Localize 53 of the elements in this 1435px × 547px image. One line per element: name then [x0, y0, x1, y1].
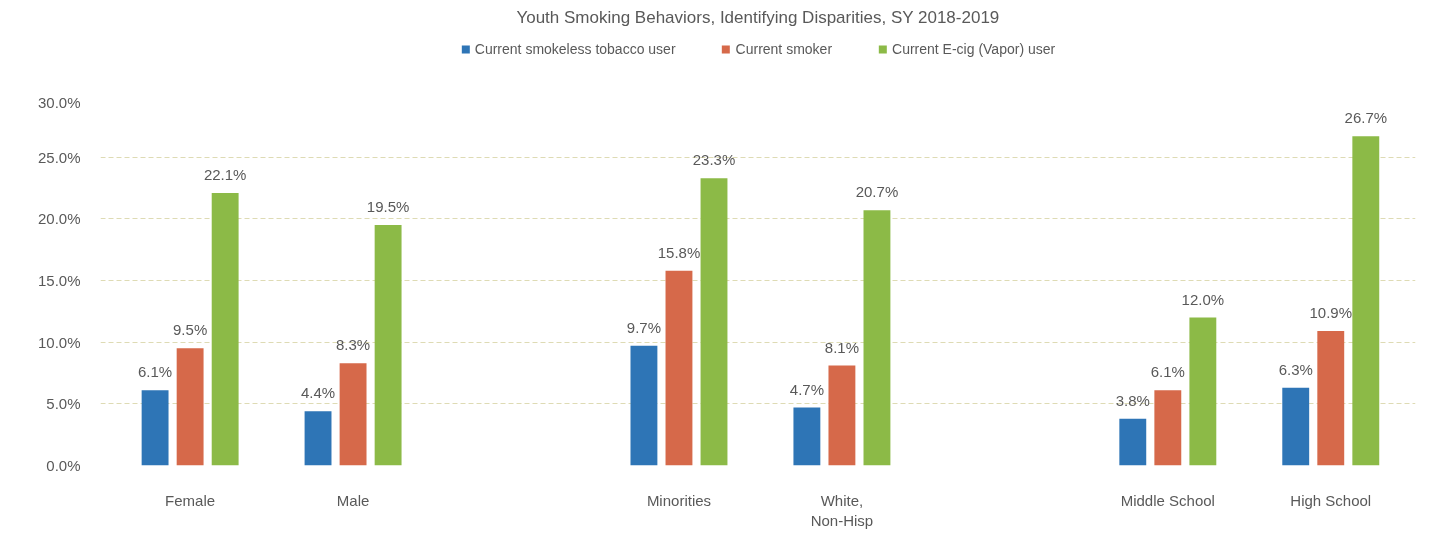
data-label: 3.8% [1115, 391, 1150, 409]
x-tick-label: Minorities [646, 491, 712, 509]
bar [700, 178, 728, 466]
chart-title: Youth Smoking Behaviors, Identifying Disparities, SY 2018-2019 [516, 7, 1000, 27]
bar [828, 365, 856, 466]
y-tick-label: 20.0% [37, 210, 81, 228]
data-label: 4.7% [789, 380, 824, 398]
bar [1317, 331, 1345, 466]
y-tick-label: 25.0% [37, 148, 81, 166]
bar [793, 407, 821, 466]
bar [1282, 387, 1310, 466]
bar [339, 363, 367, 466]
x-tick-label: Male [336, 491, 370, 509]
data-label: 8.1% [824, 338, 860, 356]
y-tick-label: 5.0% [46, 395, 81, 413]
legend-label: Current smoker [735, 41, 833, 57]
bar [630, 345, 658, 466]
bar [374, 225, 402, 466]
bar [176, 348, 204, 466]
data-label: 4.4% [300, 384, 336, 402]
y-tick-label: 15.0% [37, 272, 81, 289]
data-label: 9.5% [173, 321, 208, 339]
legend-label: Current smokeless tobacco user [474, 41, 676, 57]
bar [1189, 317, 1217, 466]
bar [665, 270, 693, 466]
y-tick-label: 10.0% [37, 333, 81, 351]
data-label: 20.7% [855, 183, 899, 201]
data-label: 6.1% [1150, 363, 1185, 381]
bar [304, 411, 332, 466]
data-label: 9.7% [626, 318, 662, 336]
data-label: 15.8% [657, 243, 701, 261]
data-label: 23.3% [692, 151, 736, 169]
data-label: 12.0% [1181, 290, 1225, 308]
bar [863, 210, 891, 466]
x-tick-label: Female [165, 491, 216, 509]
legend-label: Current E-cig (Vapor) user [892, 41, 1056, 57]
x-tick-label: Middle School [1120, 491, 1215, 509]
data-label: 22.1% [203, 165, 247, 183]
data-label: 6.1% [137, 363, 173, 381]
data-label: 6.3% [1278, 360, 1313, 378]
data-label: 26.7% [1344, 109, 1388, 127]
bar [1154, 390, 1182, 466]
y-tick-label: 0.0% [46, 457, 81, 474]
y-tick-label: 30.0% [37, 93, 81, 111]
bar [211, 192, 239, 466]
bar [1352, 136, 1380, 466]
x-tick-label: White, Non-Hisp [810, 491, 874, 529]
bar [1119, 418, 1147, 466]
data-label: 10.9% [1309, 304, 1353, 322]
bar [141, 390, 169, 466]
x-tick-label: High School [1290, 491, 1372, 509]
data-label: 8.3% [335, 336, 371, 354]
data-label: 19.5% [366, 198, 410, 215]
